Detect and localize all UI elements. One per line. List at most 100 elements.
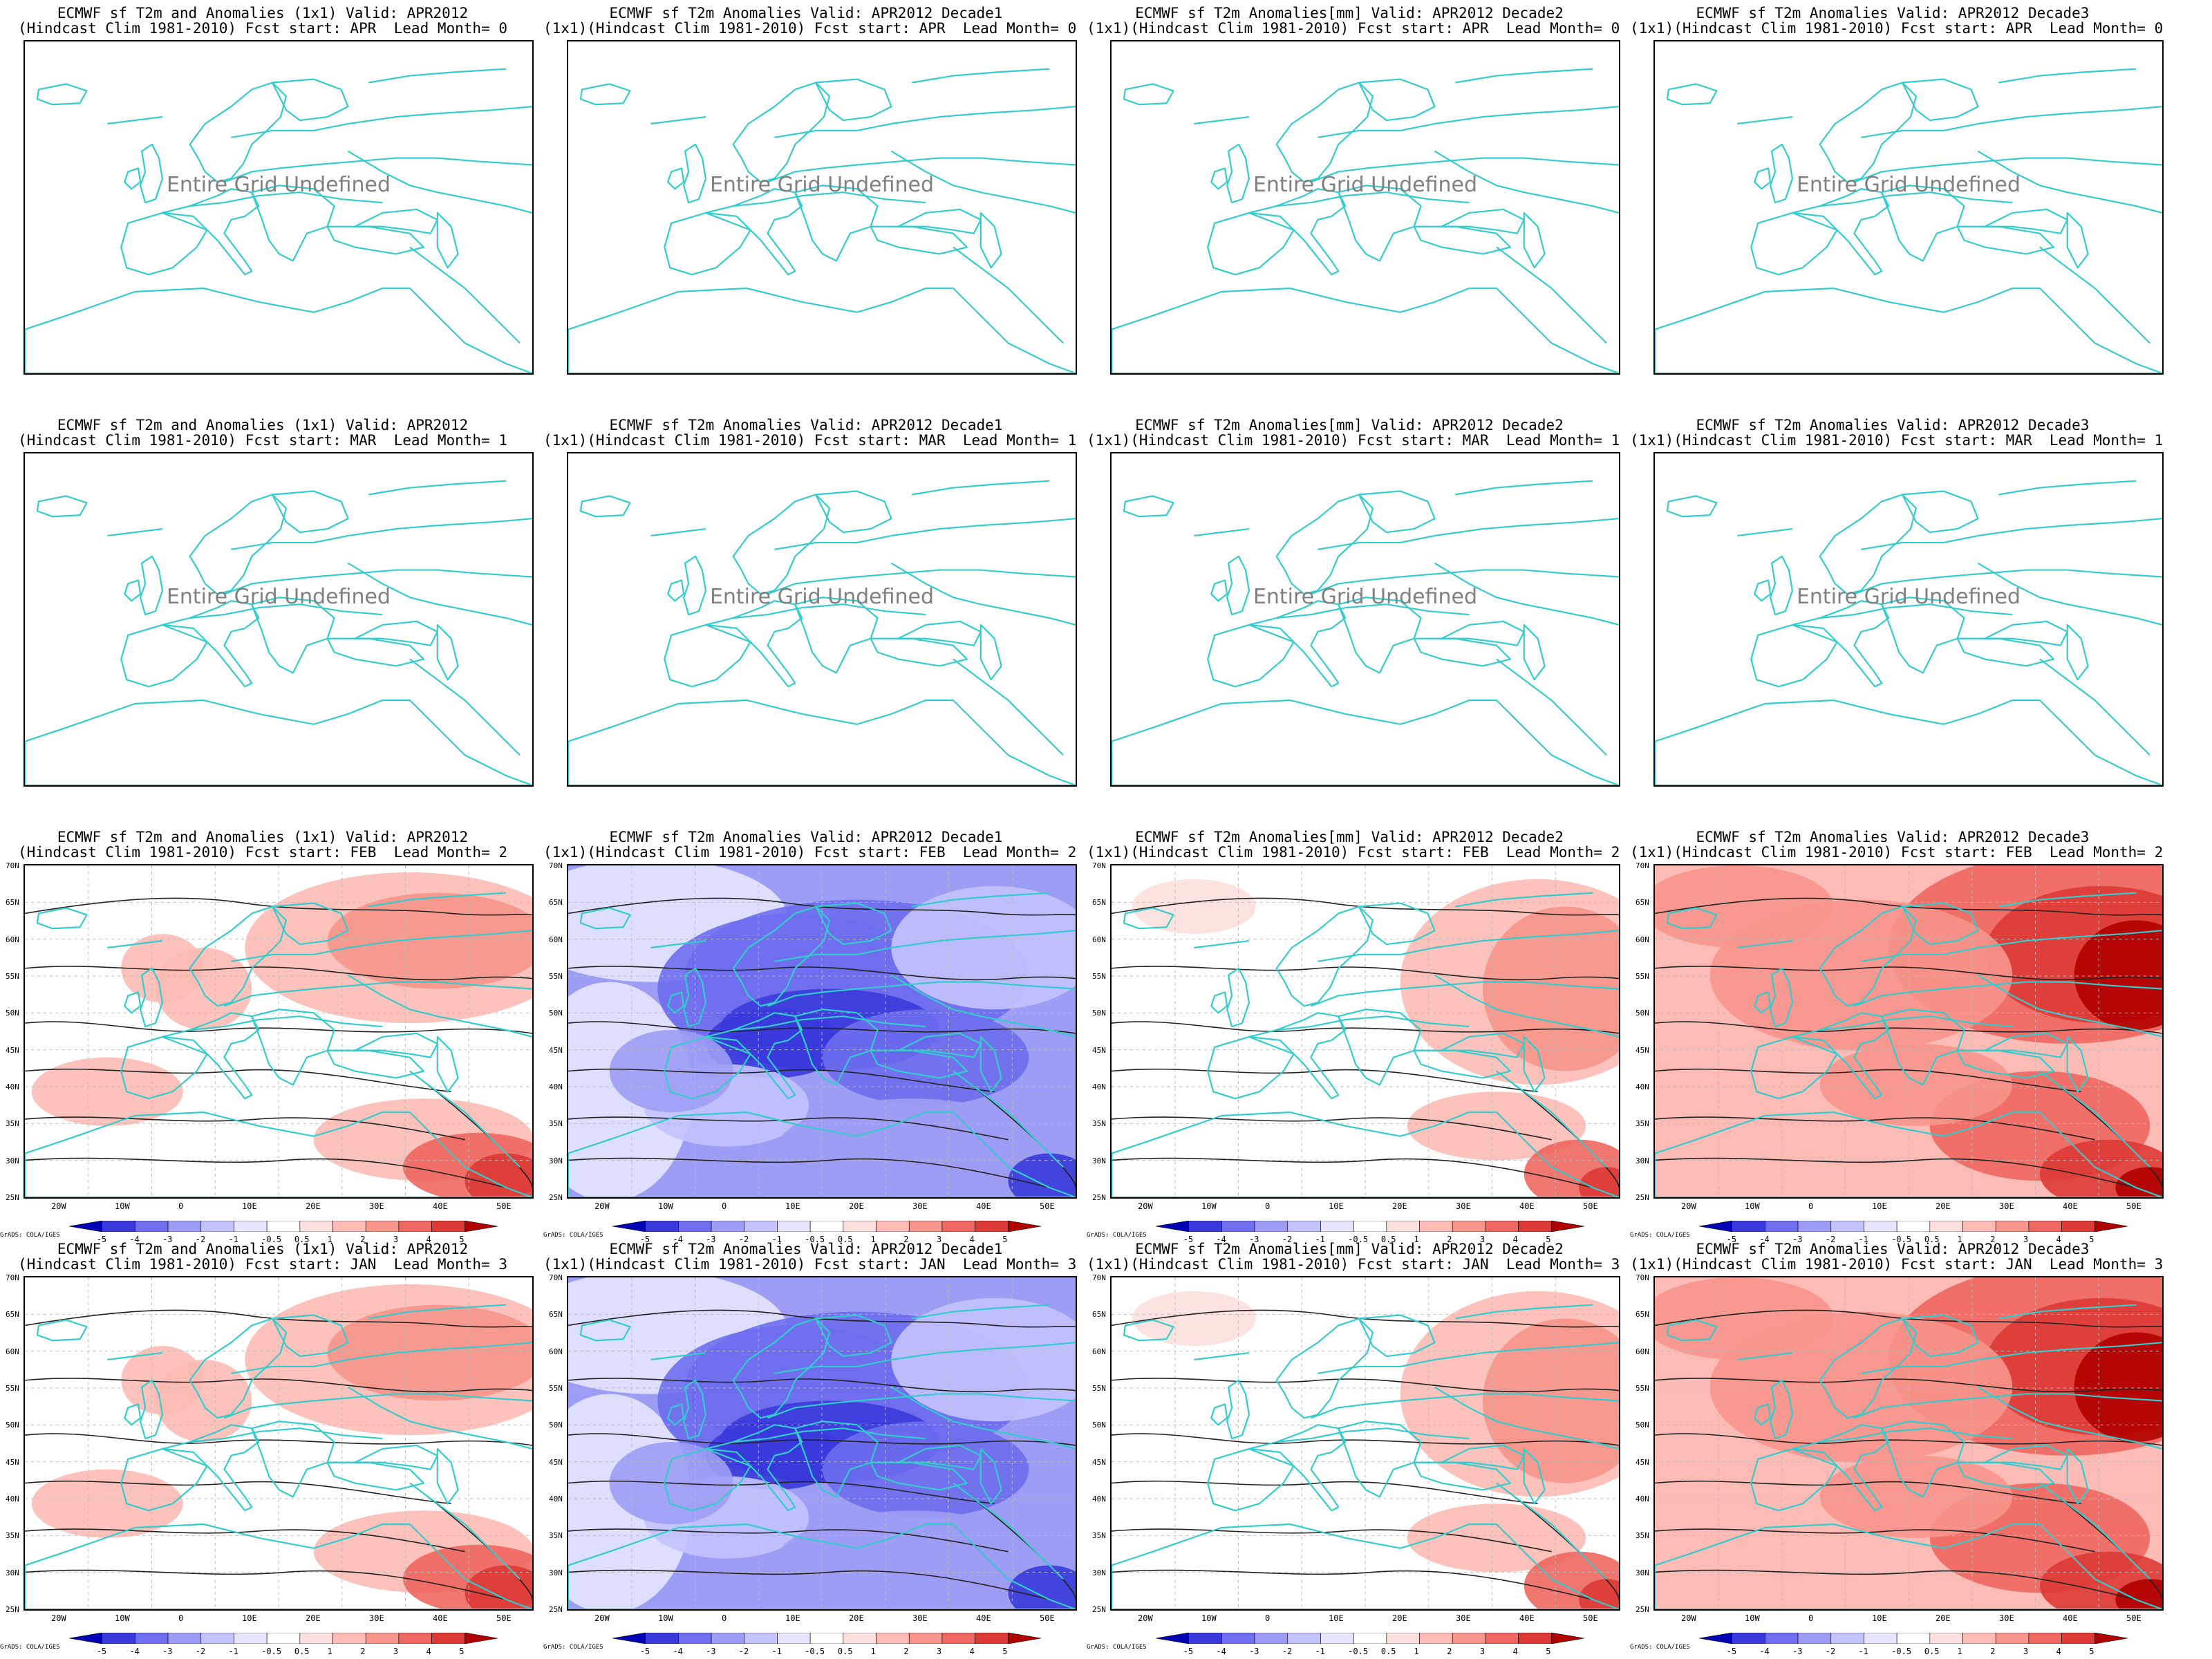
coastline-path xyxy=(733,191,926,207)
map-frame xyxy=(24,864,534,1199)
lon-tick-label: 20E xyxy=(1936,1613,1951,1623)
coastline-path xyxy=(897,1032,982,1058)
colorbar-segment xyxy=(2061,1220,2095,1232)
coastline-path xyxy=(25,287,532,373)
temperature-contour xyxy=(568,1157,1050,1188)
colorbar-segment xyxy=(68,1220,102,1232)
colorbar-segment xyxy=(612,1632,646,1644)
colorbar-label: -1 xyxy=(1858,1235,1868,1244)
coastline-path xyxy=(1276,1427,1470,1443)
anomaly-shading xyxy=(1675,1036,1841,1133)
coastline-path xyxy=(1655,699,2162,785)
coastline-path xyxy=(347,974,532,1038)
coastline-path xyxy=(224,569,532,595)
coastline-path xyxy=(732,494,831,595)
colorbar-segment xyxy=(1221,1632,1255,1644)
colorbar-segment xyxy=(843,1632,877,1644)
coastline-path xyxy=(1901,1314,1979,1358)
coastline-path xyxy=(1275,82,1374,183)
colorbar-segment xyxy=(1287,1632,1321,1644)
colorbar-segment xyxy=(908,1220,943,1232)
coastline-path xyxy=(953,246,1064,344)
temperature-contour xyxy=(568,1309,1076,1328)
colorbar-segment xyxy=(135,1220,169,1232)
coastline-path xyxy=(36,907,88,930)
coastline-path xyxy=(1123,495,1174,518)
coastline-path xyxy=(1737,68,2137,125)
colorbar-segment xyxy=(1830,1632,1864,1644)
lat-tick-label: 65N xyxy=(1635,898,1649,908)
coastline-path xyxy=(2066,624,2089,681)
colorbar-label: 3 xyxy=(936,1235,942,1244)
lat-tick-label: 50N xyxy=(1092,1421,1106,1430)
coastline-path xyxy=(224,1393,532,1419)
coastline-path xyxy=(1210,991,1228,1014)
coastline-path xyxy=(1210,579,1228,602)
map-panel: ECMWF sf T2m Anomalies Valid: APR2012 De… xyxy=(1630,1236,2164,1656)
undefined-grid-message: Entire Grid Undefined xyxy=(1253,173,1478,197)
lat-tick-label: 45N xyxy=(1635,1457,1649,1467)
coastline-path xyxy=(1750,1035,1838,1100)
panel-title-line2: (1x1)(Hindcast Clim 1981-2010) Fcst star… xyxy=(1087,1256,1620,1273)
anomaly-shading xyxy=(2115,1579,2162,1609)
europe-map xyxy=(1655,68,2162,373)
colorbar-segment xyxy=(2061,1632,2095,1644)
colorbar-segment xyxy=(1995,1220,2030,1232)
coastline-path xyxy=(231,930,532,962)
colorbar-segment xyxy=(612,1220,646,1232)
coastline-path xyxy=(650,1304,1050,1361)
coastline-path xyxy=(2066,1447,2089,1505)
coastline-path xyxy=(794,1009,879,1086)
anomaly-shading xyxy=(465,1565,532,1609)
colorbar-label: -4 xyxy=(1216,1647,1226,1656)
coastline-path xyxy=(124,1403,142,1426)
coastline-path xyxy=(1413,225,1511,255)
anomaly-shading xyxy=(1579,1579,1619,1609)
coastline-path xyxy=(568,1111,1076,1197)
map-panel: ECMWF sf T2m Anomalies Valid: APR2012 De… xyxy=(1630,412,2164,827)
colorbar-segment xyxy=(299,1220,333,1232)
temperature-contour xyxy=(1655,1157,2137,1188)
colorbar-label: 2 xyxy=(1990,1647,1996,1656)
colorbar-segment xyxy=(102,1220,135,1232)
lat-tick-label: 35N xyxy=(1092,1531,1106,1541)
coastline-path xyxy=(161,1012,260,1100)
lon-tick-label: 50E xyxy=(496,1201,512,1211)
coastline-path xyxy=(224,981,532,1007)
colorbar-segment xyxy=(1732,1632,1765,1644)
coastline-path xyxy=(120,212,208,276)
colorbar-segment xyxy=(1254,1220,1288,1232)
coastline-path xyxy=(251,597,335,674)
temperature-contour xyxy=(1655,897,2162,916)
colorbar-segment xyxy=(1287,1220,1321,1232)
coastline-path xyxy=(326,637,424,667)
lat-tick-label: 55N xyxy=(1092,1384,1106,1393)
colorbar-segment xyxy=(1485,1632,1519,1644)
colorbar-segment xyxy=(266,1632,301,1644)
coastline-path xyxy=(664,1447,751,1512)
colorbar-segment xyxy=(1452,1220,1486,1232)
coastline-path xyxy=(231,1342,532,1374)
lon-tick-label: 20W xyxy=(1681,1613,1696,1623)
colorbar-label: 4 xyxy=(2056,1647,2061,1656)
map-frame: Entire Grid Undefined xyxy=(1110,452,1620,787)
lon-tick-label: 40E xyxy=(2063,1613,2078,1623)
coastline-path xyxy=(271,902,349,946)
undefined-grid-message: Entire Grid Undefined xyxy=(1253,585,1478,609)
lat-tick-label: 55N xyxy=(1092,972,1106,981)
lon-tick-label: 20E xyxy=(1936,1201,1951,1211)
coastline-path xyxy=(107,68,507,125)
coastline-path xyxy=(1194,68,1593,125)
coastline-path xyxy=(1275,1318,1374,1419)
coastline-path xyxy=(704,188,803,276)
coastline-path xyxy=(1318,1342,1619,1374)
coastline-path xyxy=(664,624,751,688)
coastline-path xyxy=(326,1049,424,1079)
coastline-path xyxy=(1496,1070,1607,1168)
grads-credit: GrADS: COLA/IGES xyxy=(0,1232,60,1239)
anomaly-shading xyxy=(1407,1503,1586,1573)
temperature-contour xyxy=(25,1378,532,1393)
coastline-path xyxy=(1338,597,1422,674)
map-panel: ECMWF sf T2m Anomalies Valid: APR2012 De… xyxy=(543,412,1077,827)
lon-tick-label: 10W xyxy=(658,1613,673,1623)
